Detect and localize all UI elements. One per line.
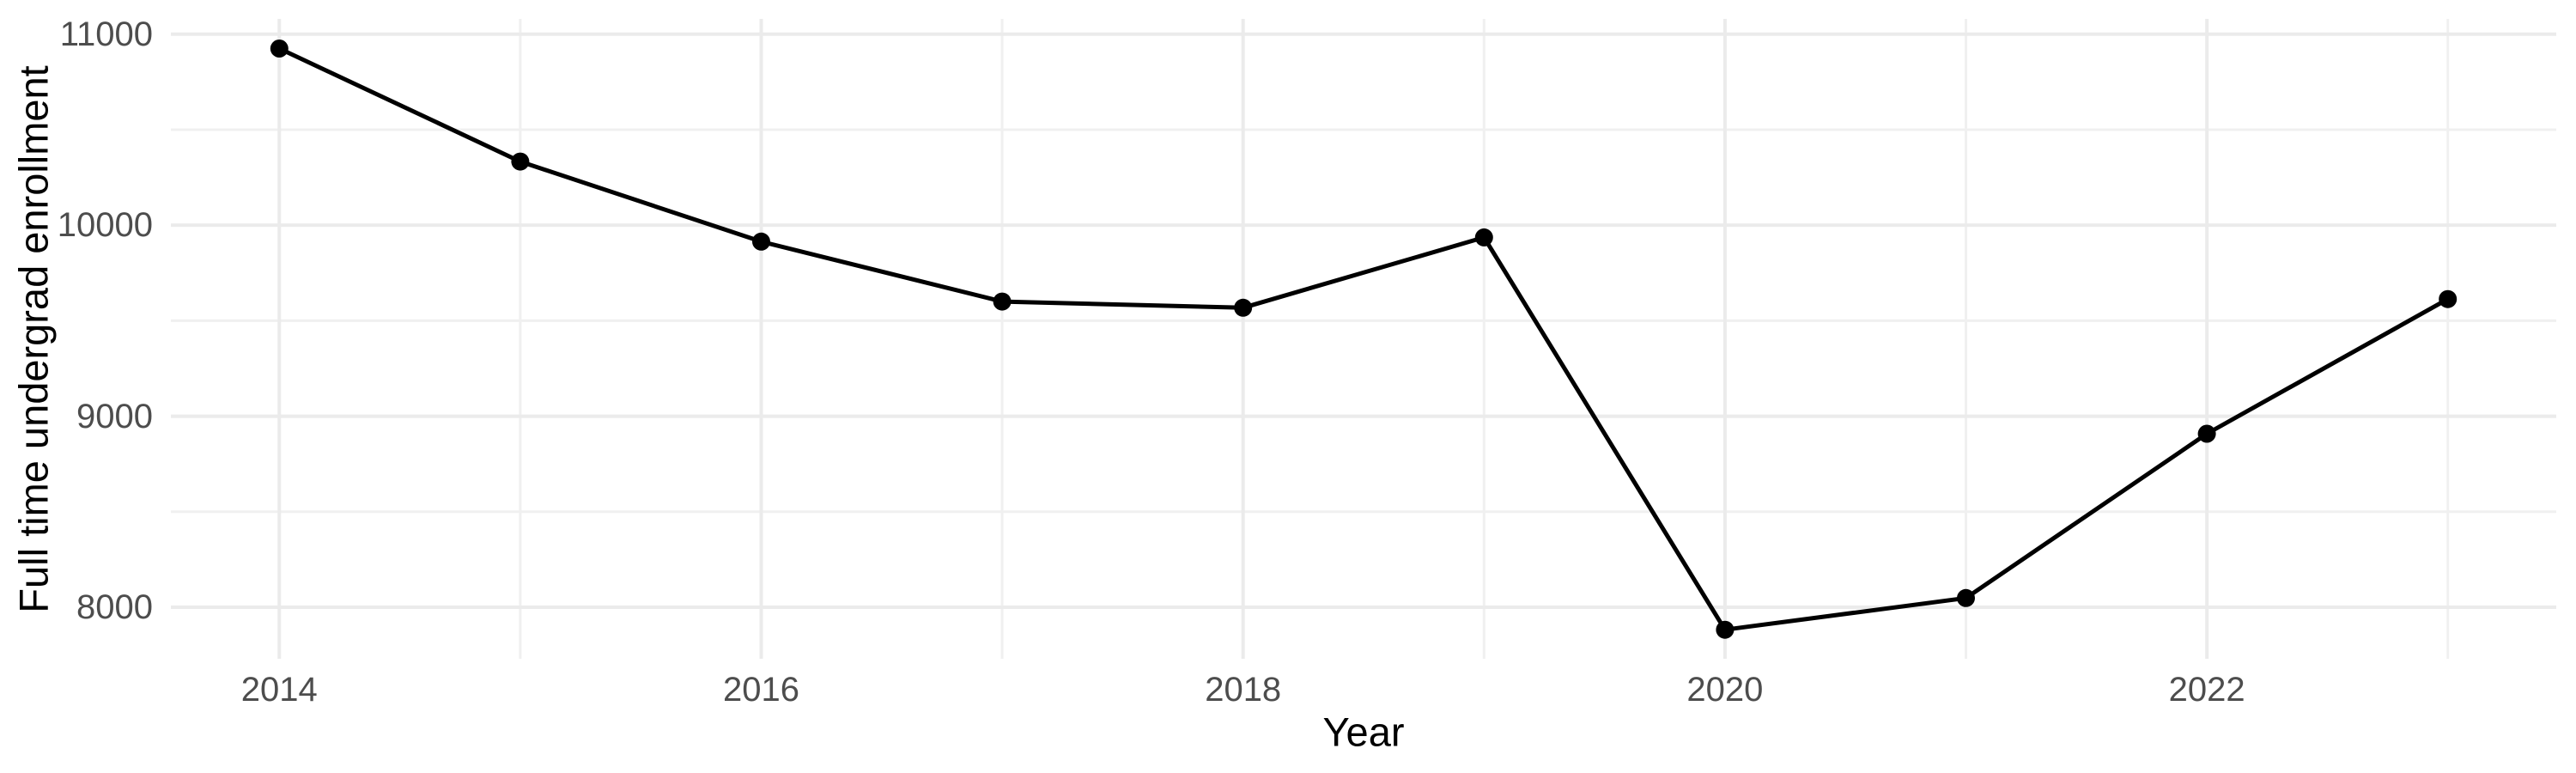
data-point [270,40,289,58]
x-tick-label: 2022 [2168,671,2245,709]
y-axis-title: Full time undergrad enrollment [10,64,57,613]
y-tick-label: 10000 [57,206,153,245]
x-tick-label: 2018 [1205,671,1282,709]
data-point [993,292,1012,311]
x-axis-title: Year [1322,709,1405,755]
data-point [1234,298,1253,317]
y-tick-label: 9000 [76,397,153,435]
data-point [1716,620,1735,639]
enrollment-series-line [278,46,2449,632]
data-point [2439,289,2458,308]
data-point [1474,228,1493,247]
data-point [2197,424,2216,443]
y-tick-label: 11000 [59,15,153,53]
y-tick-label: 8000 [76,587,153,626]
data-point [1957,588,1975,607]
data-point [752,232,770,251]
data-point [511,152,530,171]
x-tick-label: 2016 [722,671,799,709]
x-tick-label: 2020 [1686,671,1764,709]
x-tick-label: 2014 [240,671,318,709]
